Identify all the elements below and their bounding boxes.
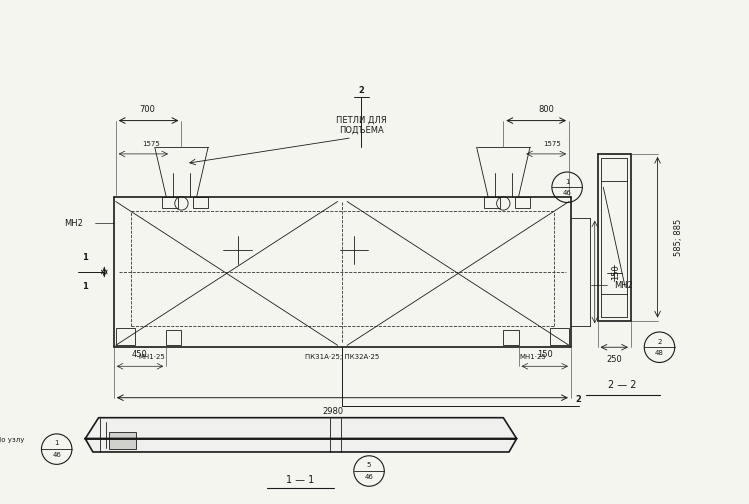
Text: 2 — 2: 2 — 2: [607, 381, 636, 390]
Text: По узлу: По узлу: [0, 436, 24, 443]
Polygon shape: [85, 418, 517, 452]
Text: МН1·25: МН1·25: [139, 354, 166, 360]
Text: 2980: 2980: [322, 407, 343, 415]
Text: 1575: 1575: [142, 142, 160, 147]
Text: 2: 2: [658, 339, 661, 345]
Text: 450: 450: [132, 350, 148, 359]
Text: 150: 150: [611, 264, 620, 280]
Text: 2: 2: [359, 86, 364, 95]
Text: МН2: МН2: [64, 219, 83, 228]
Text: 2: 2: [575, 395, 581, 404]
Text: 700: 700: [140, 105, 156, 114]
Text: 1: 1: [55, 440, 59, 447]
Text: МН1·25: МН1·25: [520, 354, 546, 360]
Text: 1: 1: [82, 282, 88, 291]
Bar: [485, 197, 500, 208]
Text: 1575: 1575: [544, 142, 561, 147]
Bar: [503, 330, 518, 345]
Text: 46: 46: [365, 474, 374, 480]
Bar: [163, 197, 178, 208]
Text: 46: 46: [52, 452, 61, 458]
Text: 150: 150: [537, 350, 553, 359]
Text: 585; 885: 585; 885: [674, 219, 683, 256]
Bar: [550, 328, 569, 345]
Text: 800: 800: [539, 105, 554, 114]
Text: 1: 1: [82, 253, 88, 262]
Text: 250: 250: [607, 355, 622, 364]
Bar: [116, 328, 135, 345]
Text: МН2: МН2: [614, 281, 633, 290]
Bar: [109, 432, 136, 449]
Bar: [515, 197, 530, 208]
Text: 48: 48: [655, 350, 664, 356]
Text: 46: 46: [562, 190, 571, 196]
Bar: [166, 330, 181, 345]
Text: 5: 5: [367, 462, 372, 468]
Text: 1 — 1: 1 — 1: [286, 475, 315, 484]
Text: ПЕТЛИ ДЛЯ
ПОДЪЕМА: ПЕТЛИ ДЛЯ ПОДЪЕМА: [336, 115, 386, 135]
Text: 1: 1: [565, 178, 569, 184]
Text: ПК31А·25; ПК32А·25: ПК31А·25; ПК32А·25: [306, 354, 380, 360]
Bar: [193, 197, 208, 208]
